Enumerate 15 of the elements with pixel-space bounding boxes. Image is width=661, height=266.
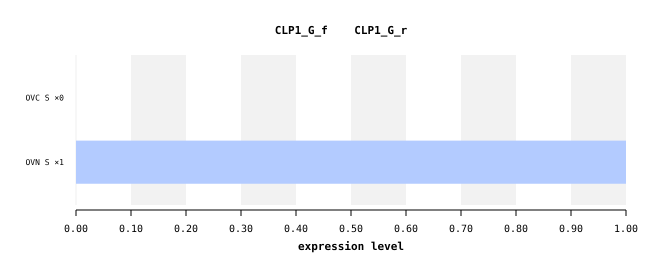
y-tick-label: OVN S ×1 [25, 158, 64, 167]
chart-title: CLP1_G_f CLP1_G_r [274, 24, 408, 37]
x-tick-label: 0.10 [118, 224, 144, 235]
x-tick-label: 0.60 [394, 224, 418, 235]
x-tick-label: 0.80 [504, 224, 528, 235]
x-tick-label: 0.70 [448, 224, 474, 235]
x-axis-title: expression level [298, 240, 404, 253]
x-tick-label: 0.20 [174, 224, 198, 235]
x-tick-label: 0.30 [228, 224, 254, 235]
y-tick-label: OVC S ×0 [25, 94, 64, 103]
x-tick-label: 0.90 [558, 224, 584, 235]
x-tick-label: 0.50 [338, 224, 364, 235]
x-tick-label: 0.00 [64, 224, 88, 235]
x-tick-label: 1.00 [614, 224, 638, 235]
x-tick-label: 0.40 [284, 224, 308, 235]
